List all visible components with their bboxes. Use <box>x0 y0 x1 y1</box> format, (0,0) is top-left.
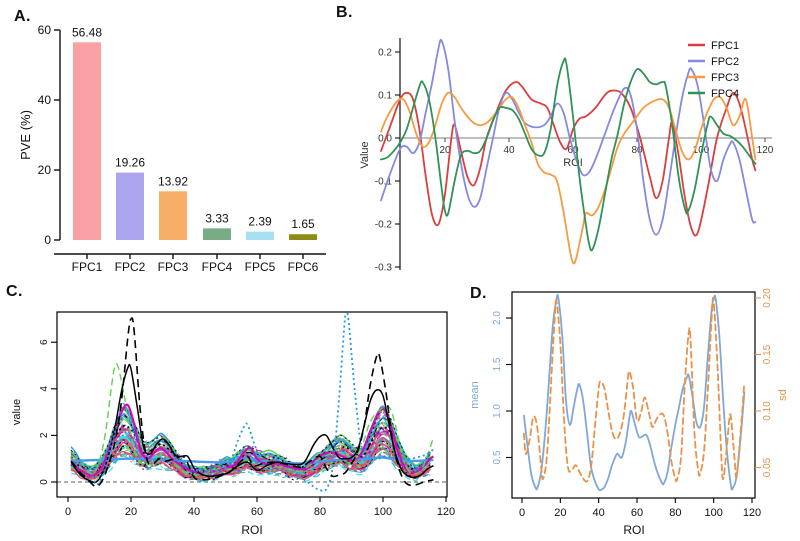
y-tick-label: 40 <box>38 93 52 107</box>
bundle-line <box>70 433 431 475</box>
x-tick-label: 100 <box>374 506 392 518</box>
bundle-line <box>70 439 431 481</box>
x-tick-label: FPC1 <box>72 260 103 274</box>
legend-label-FPC3: FPC3 <box>711 72 739 84</box>
panel-c-label: C. <box>6 283 23 300</box>
x-axis-title: ROI <box>241 523 262 537</box>
panel-a-label: A. <box>14 8 31 25</box>
right-tick-label: 0.15 <box>762 344 773 364</box>
x-tick-label: 80 <box>314 506 326 518</box>
x-tick-label: 40 <box>593 507 605 519</box>
highlight-black-solid <box>70 363 434 484</box>
highlight-black-dashed <box>70 317 434 488</box>
bar-FPC1 <box>73 42 101 240</box>
plot-box <box>511 291 756 499</box>
bar-FPC6 <box>289 234 317 240</box>
left-tick-label: 2.0 <box>492 311 503 325</box>
x-tick-label: FPC5 <box>245 260 276 274</box>
x-tick-label: 120 <box>757 145 774 156</box>
panel-d-dual-axis-chart: 0.5 1.0 1.5 2.0 0.05 0.10 0.15 0.20 0 20 40 60 80 100… <box>469 288 789 537</box>
y-tick-label: -0.2 <box>375 220 393 231</box>
x-tick-label: 60 <box>251 506 263 518</box>
y-tick-label: 0 <box>44 233 51 247</box>
y-tick-label: 0.1 <box>378 91 392 102</box>
x-tick-label: 20 <box>125 506 137 518</box>
bar-FPC2 <box>116 172 144 240</box>
left-tick-label: 1.0 <box>492 404 503 418</box>
legend-label-FPC1: FPC1 <box>711 40 739 52</box>
y-tick-label: 60 <box>38 23 52 37</box>
plot-area <box>523 293 746 492</box>
panel-a-bar-chart: 0 20 40 60 PVE (%) 56.48 19.26 13.92 3.33 2.39 1.6… <box>18 23 326 274</box>
y-tick-label: 2 <box>39 432 50 438</box>
y-tick-label: 0 <box>39 479 50 485</box>
right-tick-label: 0.05 <box>762 457 773 477</box>
legend-label-FPC4: FPC4 <box>711 88 739 100</box>
panel-d-label: D. <box>470 285 487 302</box>
highlight-green-dashed <box>70 363 435 476</box>
bar-FPC3 <box>159 191 187 240</box>
highlight-blue-dotted <box>70 312 434 492</box>
bar-FPC4 <box>203 228 231 240</box>
x-tick-label: FPC4 <box>202 260 233 274</box>
y-axis-title: PVE (%) <box>18 110 33 160</box>
y-axis-title: value <box>11 399 23 425</box>
left-tick-label: 0.5 <box>492 450 503 464</box>
x-tick-label: 120 <box>437 506 455 518</box>
y-tick-label: 6 <box>39 339 50 345</box>
right-tick-label: 0.20 <box>762 288 773 308</box>
bundle-line <box>70 439 431 478</box>
bar-value-label: 19.26 <box>115 156 145 170</box>
x-tick-label: 100 <box>704 507 722 519</box>
x-tick-label: 60 <box>631 507 643 519</box>
right-tick-label: 0.10 <box>762 401 773 421</box>
y-axis-title: Value <box>359 141 371 168</box>
bar-FPC5 <box>246 231 274 240</box>
bar-value-label: 2.39 <box>248 215 272 229</box>
bar-value-label: 13.92 <box>158 174 188 188</box>
bundle-line <box>70 436 432 479</box>
panel-b-label: B. <box>336 4 353 21</box>
plot-box <box>56 311 448 498</box>
x-tick-label: FPC3 <box>158 260 189 274</box>
x-tick-label: 80 <box>631 145 643 156</box>
y-tick-label: -0.1 <box>375 177 393 188</box>
bar-value-label: 3.33 <box>205 211 229 225</box>
bundle-line <box>70 424 431 474</box>
y-tick-label: -0.3 <box>375 263 393 274</box>
x-tick-label: 120 <box>743 507 761 519</box>
y-tick-label: 4 <box>39 386 50 392</box>
legend-label-FPC2: FPC2 <box>711 56 739 68</box>
x-tick-label: 40 <box>503 145 515 156</box>
x-tick-label: 0 <box>519 507 525 519</box>
x-tick-label: 80 <box>669 507 681 519</box>
y-tick-label: 0.2 <box>378 48 392 59</box>
bundle-line <box>71 451 431 482</box>
series-FPC3 <box>380 91 757 265</box>
bar-value-label: 1.65 <box>291 217 315 231</box>
y-tick-label: 20 <box>38 163 52 177</box>
x-tick-label: FPC2 <box>115 260 146 274</box>
series-FPC2 <box>380 38 757 236</box>
left-tick-label: 1.5 <box>492 357 503 371</box>
left-axis-title: mean <box>469 381 481 409</box>
series-FPC4 <box>380 57 757 252</box>
right-axis-title: sd <box>777 389 789 401</box>
x-tick-label: 40 <box>188 506 200 518</box>
bundle-line <box>70 413 431 472</box>
bundle-line <box>70 451 431 481</box>
x-tick-label: 0 <box>65 506 71 518</box>
x-axis-title: ROI <box>623 523 644 537</box>
x-tick-label: 20 <box>554 507 566 519</box>
plot-area <box>57 312 447 492</box>
series-sd <box>523 296 746 483</box>
x-tick-label: FPC6 <box>288 260 319 274</box>
x-tick-label: 20 <box>439 145 451 156</box>
bar-value-label: 56.48 <box>72 25 102 39</box>
